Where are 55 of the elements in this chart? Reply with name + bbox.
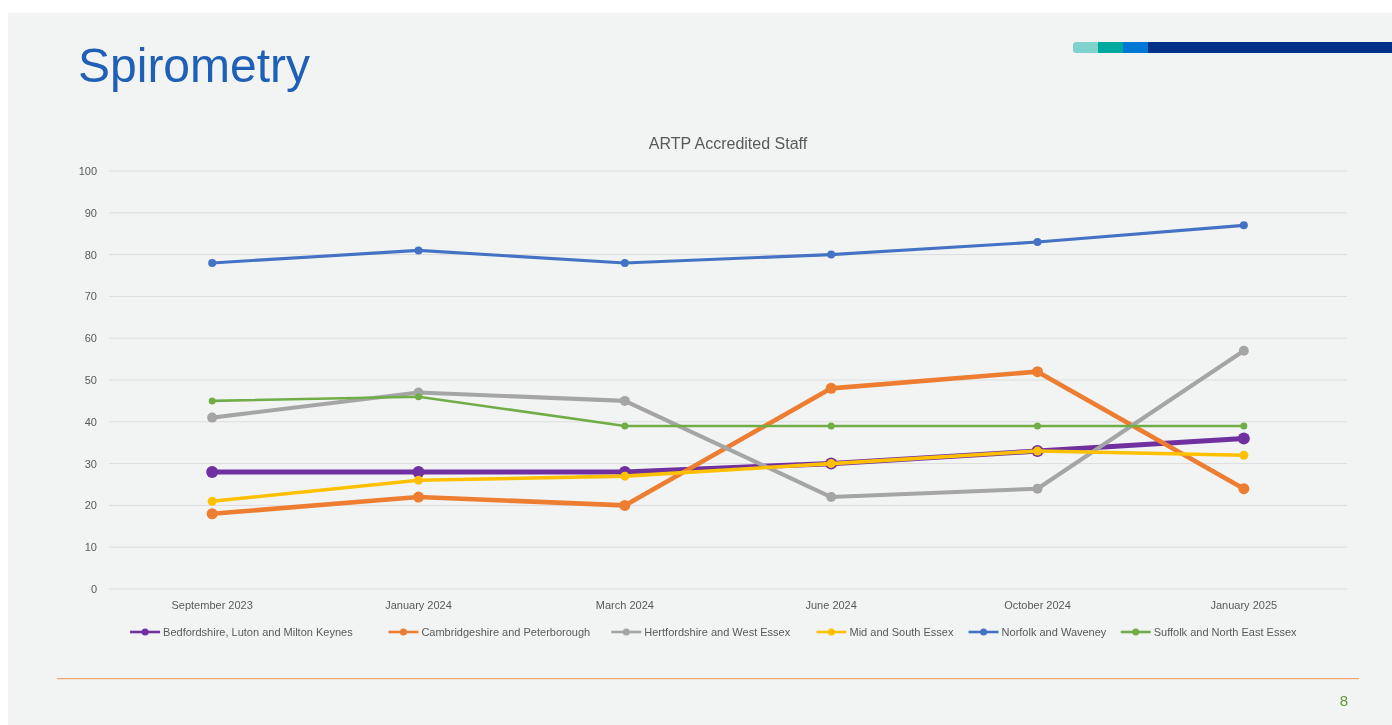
- point: [619, 395, 630, 406]
- point: [1033, 238, 1042, 247]
- y-tick-label: 20: [84, 499, 97, 512]
- point: [1032, 366, 1043, 378]
- y-tick-label: 0: [90, 583, 97, 595]
- legend-label: Bedfordshire, Luton and Milton Keynes: [163, 626, 354, 638]
- point: [620, 471, 630, 481]
- point: [415, 393, 422, 401]
- legend-label: Hertfordshire and West Essex: [644, 626, 791, 638]
- point: [825, 382, 837, 394]
- x-tick-label: October 2024: [1004, 599, 1071, 611]
- point: [206, 508, 218, 520]
- chart-title: Spirometry: [78, 39, 311, 92]
- point: [1237, 432, 1250, 445]
- text: 8: [1339, 692, 1348, 709]
- point: [1032, 483, 1043, 494]
- point: [1238, 345, 1249, 356]
- x-tick-label: January 2025: [1210, 599, 1278, 611]
- point: [827, 422, 835, 430]
- point: [206, 465, 219, 478]
- point: [207, 412, 218, 423]
- point: [827, 250, 836, 259]
- y-tick-label: 100: [78, 165, 97, 177]
- point: [620, 258, 629, 267]
- point: [1239, 450, 1249, 460]
- legend-label: Mid and South Essex: [849, 626, 954, 638]
- x-tick-label: September 2023: [171, 599, 253, 611]
- y-tick-label: 40: [84, 415, 97, 428]
- point: [413, 491, 424, 503]
- legend-label: Suffolk and North East Essex: [1153, 626, 1298, 638]
- chart-subtitle: ARTP Accredited Staff: [648, 135, 808, 152]
- point: [826, 492, 837, 503]
- point: [619, 499, 631, 511]
- point: [208, 397, 216, 405]
- x-tick-label: June 2024: [805, 599, 857, 611]
- y-tick-label: 10: [84, 541, 97, 554]
- point: [414, 475, 423, 485]
- point: [1239, 221, 1248, 230]
- y-tick-label: 50: [84, 374, 97, 386]
- legend-label: Cambridgeshire and Peterborough: [421, 626, 591, 638]
- y-tick-label: 80: [84, 248, 97, 261]
- y-tick-label: 30: [84, 457, 97, 470]
- point: [1034, 422, 1041, 430]
- legend-label: Norfolk and Waveney: [1001, 626, 1107, 638]
- point: [207, 496, 217, 506]
- point: [1238, 483, 1250, 495]
- x-tick-label: March 2024: [595, 599, 654, 611]
- point: [208, 258, 217, 267]
- y-tick-label: 70: [84, 290, 97, 303]
- point: [1240, 422, 1248, 430]
- y-tick-label: 90: [84, 206, 97, 219]
- y-tick-label: 60: [84, 332, 97, 345]
- point: [621, 422, 629, 430]
- point: [414, 246, 423, 255]
- x-tick-label: January 2024: [385, 599, 452, 611]
